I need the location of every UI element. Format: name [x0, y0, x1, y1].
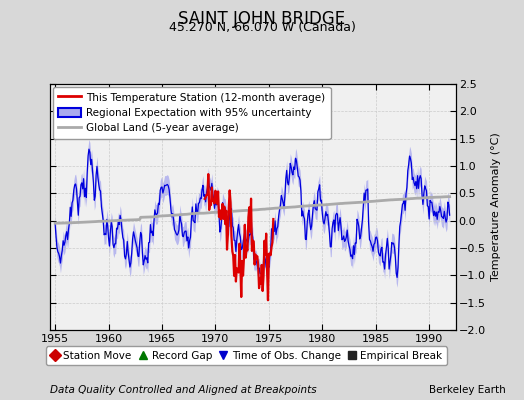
Text: Berkeley Earth: Berkeley Earth: [429, 385, 506, 395]
Legend: Station Move, Record Gap, Time of Obs. Change, Empirical Break: Station Move, Record Gap, Time of Obs. C…: [46, 346, 447, 365]
Y-axis label: Temperature Anomaly (°C): Temperature Anomaly (°C): [492, 133, 501, 281]
Text: 45.270 N, 66.070 W (Canada): 45.270 N, 66.070 W (Canada): [169, 21, 355, 34]
Text: SAINT JOHN BRIDGE: SAINT JOHN BRIDGE: [179, 10, 345, 28]
Text: Data Quality Controlled and Aligned at Breakpoints: Data Quality Controlled and Aligned at B…: [50, 385, 316, 395]
Legend: This Temperature Station (12-month average), Regional Expectation with 95% uncer: This Temperature Station (12-month avera…: [53, 87, 331, 139]
